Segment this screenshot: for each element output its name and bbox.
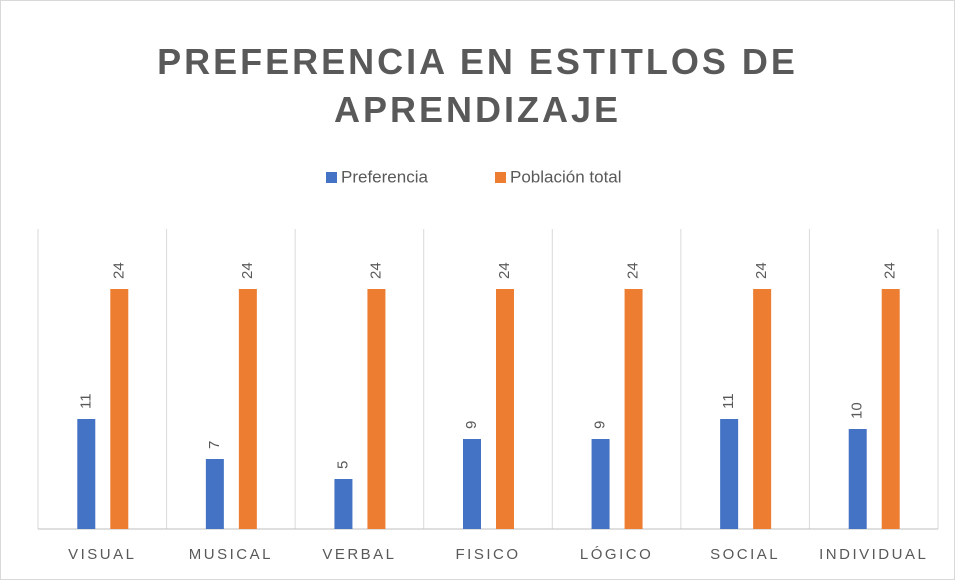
bar <box>463 439 481 529</box>
bar <box>238 289 257 529</box>
data-label: 24 <box>496 262 513 279</box>
bar <box>591 439 610 529</box>
bar <box>496 289 514 529</box>
x-tick-label: LÓGICO <box>580 546 653 563</box>
legend-swatch <box>326 172 337 183</box>
x-tick-label: FISICO <box>455 546 520 563</box>
data-label: 24 <box>753 262 770 279</box>
x-tick-label: VERBAL <box>322 546 396 563</box>
bar <box>720 419 739 529</box>
legend-label: Preferencia <box>341 167 428 186</box>
data-label: 9 <box>463 421 480 429</box>
data-label: 10 <box>849 402 866 419</box>
bar <box>110 289 129 529</box>
x-tick-label: VISUAL <box>68 546 136 563</box>
data-label: 5 <box>334 461 351 469</box>
data-label: 7 <box>206 441 223 449</box>
data-label: 24 <box>625 262 642 279</box>
bar <box>881 289 900 529</box>
bar <box>367 289 386 529</box>
bar <box>77 419 96 529</box>
x-tick-label: INDIVIDUAL <box>819 546 928 563</box>
bar <box>205 459 224 529</box>
bar <box>624 289 643 529</box>
data-label: 24 <box>110 262 127 279</box>
legend-swatch <box>495 172 506 183</box>
x-tick-label: SOCIAL <box>710 546 780 563</box>
data-label: 9 <box>592 421 609 429</box>
x-tick-label: MUSICAL <box>189 546 273 563</box>
bar <box>848 429 867 529</box>
data-label: 11 <box>77 393 94 409</box>
legend-label: Población total <box>510 167 622 186</box>
data-label: 24 <box>882 262 899 279</box>
data-label: 11 <box>720 393 737 409</box>
data-label: 24 <box>367 262 384 279</box>
bar <box>334 479 353 529</box>
data-label: 24 <box>239 262 256 279</box>
bar <box>753 289 772 529</box>
chart-title: PREFERENCIA EN ESTITLOS DE APRENDIZAJE <box>157 41 798 130</box>
